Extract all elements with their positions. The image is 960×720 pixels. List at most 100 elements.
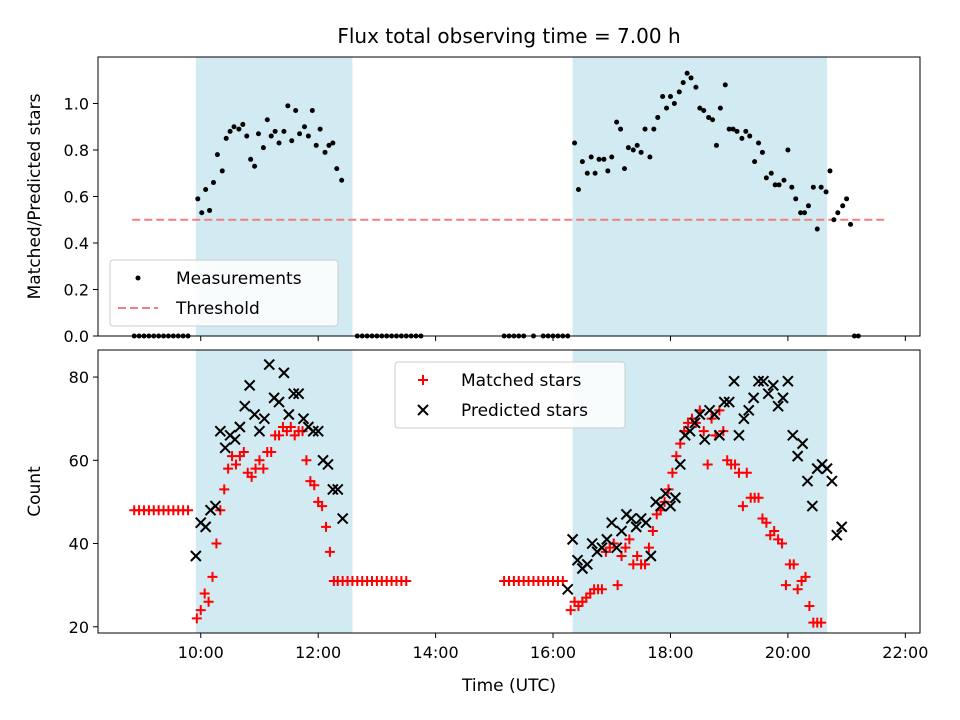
x-tick-label: 18:00 (647, 643, 693, 662)
y-tick-label: 0.0 (64, 327, 89, 346)
data-point (596, 541, 608, 554)
data-point (810, 184, 816, 190)
data-point (718, 396, 730, 408)
data-point (713, 142, 719, 148)
figure-title: Flux total observing time = 7.00 h (337, 24, 680, 48)
legend-label: Predicted stars (461, 401, 588, 421)
data-point (805, 203, 811, 209)
data-point (800, 571, 811, 582)
data-point (321, 521, 332, 532)
data-point (638, 149, 644, 155)
legend-bottom: Matched stars Predicted stars (394, 361, 626, 429)
data-point (195, 605, 206, 616)
top-panel: 0.0 0.2 0.4 0.6 0.8 1.0 Matched/Predicted star… (25, 56, 921, 346)
data-point (301, 455, 312, 466)
data-point (278, 367, 290, 379)
data-point (634, 142, 640, 148)
data-point (229, 433, 241, 446)
data-point (285, 421, 296, 432)
data-point (642, 126, 648, 132)
data-point (258, 412, 271, 425)
data-point (210, 180, 216, 186)
data-point (757, 375, 770, 387)
data-point (254, 455, 265, 466)
data-point (699, 433, 711, 446)
data-point (588, 154, 594, 160)
data-point (248, 408, 261, 421)
data-point (684, 70, 690, 76)
data-point (203, 596, 214, 607)
data-point (322, 458, 334, 471)
data-point (655, 114, 661, 120)
data-point (806, 500, 819, 512)
data-point (734, 128, 740, 134)
data-point (777, 392, 789, 404)
data-point (207, 207, 213, 213)
data-point (844, 196, 850, 202)
legend-marker-measurements (135, 275, 141, 281)
y-tick-label: 0.8 (64, 141, 89, 160)
data-point (330, 140, 336, 146)
data-point (667, 467, 678, 478)
data-point (621, 166, 627, 172)
data-point (322, 149, 328, 155)
data-point (702, 459, 713, 470)
observing-window-bottom-0 (195, 350, 353, 633)
data-point (772, 182, 778, 188)
data-point (293, 107, 299, 113)
data-point (234, 421, 246, 433)
x-tick-label: 12:00 (295, 643, 341, 662)
data-point (680, 80, 686, 86)
data-point (787, 429, 799, 442)
data-point (826, 475, 838, 487)
x-tick-label: 22:00 (882, 643, 928, 662)
bottom-panel: 20 40 60 80 10:00 12:00 14:00 16:00 18:00 20:00 22… (25, 349, 928, 662)
data-point (571, 554, 584, 566)
series-bottom-0 (129, 405, 827, 628)
legend-box (394, 361, 626, 429)
data-point (762, 387, 775, 400)
data-point (625, 145, 631, 151)
data-point (610, 541, 623, 554)
data-point (244, 133, 250, 139)
data-point (326, 142, 332, 148)
data-point (625, 512, 638, 525)
data-point (743, 128, 749, 134)
data-point (647, 154, 653, 160)
data-point (689, 417, 701, 429)
data-point (274, 430, 285, 441)
data-point (285, 103, 291, 109)
data-point (785, 147, 791, 153)
data-point (698, 426, 709, 437)
data-point (313, 142, 319, 148)
data-point (632, 551, 643, 562)
data-point (827, 168, 833, 174)
data-point (752, 159, 758, 165)
data-point (791, 450, 804, 462)
data-point (818, 184, 824, 190)
data-point (730, 126, 736, 132)
data-point (659, 487, 672, 500)
data-point (697, 105, 703, 111)
data-point (798, 210, 804, 216)
data-point (199, 521, 212, 533)
data-point (586, 537, 598, 550)
data-point (761, 517, 772, 528)
data-point (227, 128, 233, 134)
data-point (823, 189, 829, 195)
data-point (592, 170, 598, 176)
data-point (667, 94, 673, 100)
data-point (332, 483, 344, 496)
data-point (728, 375, 740, 387)
data-point (199, 210, 205, 216)
data-point (297, 426, 308, 437)
data-point (305, 133, 311, 139)
data-point (831, 529, 843, 541)
data-point (207, 571, 218, 582)
y-axis-label-bottom: Count (25, 466, 45, 517)
data-point (605, 168, 611, 174)
data-point (793, 196, 799, 202)
data-point (694, 408, 706, 421)
legend-marker-matched (418, 375, 428, 385)
data-point (252, 163, 258, 169)
